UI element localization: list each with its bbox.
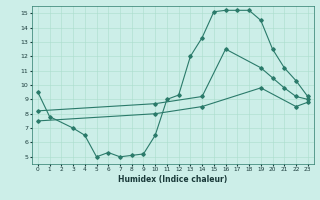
X-axis label: Humidex (Indice chaleur): Humidex (Indice chaleur) [118,175,228,184]
